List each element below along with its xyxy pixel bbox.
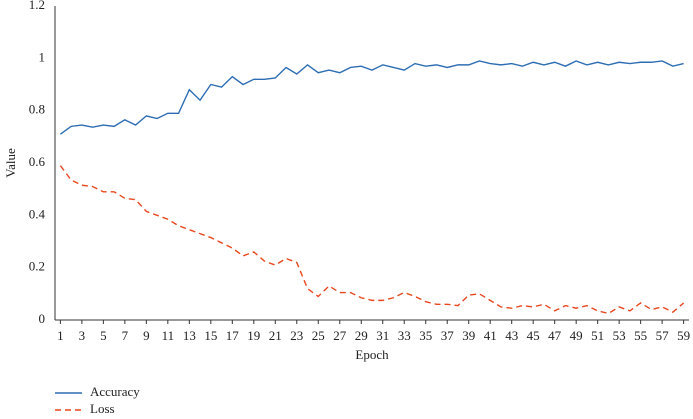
x-tick-label: 33 [398, 328, 411, 343]
x-tick-label: 45 [527, 328, 540, 343]
x-tick-label: 3 [79, 328, 86, 343]
x-tick-label: 59 [677, 328, 690, 343]
x-tick-label: 29 [355, 328, 368, 343]
y-tick-label: 0.2 [29, 259, 45, 274]
x-tick-label: 19 [247, 328, 260, 343]
x-tick-label: 47 [548, 328, 562, 343]
x-tick-label: 43 [505, 328, 518, 343]
x-tick-label: 55 [634, 328, 647, 343]
x-tick-label: 1 [57, 328, 64, 343]
x-tick-label: 21 [269, 328, 282, 343]
y-tick-label: 0.4 [29, 206, 46, 221]
x-tick-label: 27 [333, 328, 347, 343]
x-tick-label: 25 [312, 328, 325, 343]
x-tick-label: 49 [570, 328, 583, 343]
x-tick-label: 53 [613, 328, 626, 343]
y-tick-label: 0 [39, 311, 46, 326]
x-tick-label: 51 [591, 328, 604, 343]
x-tick-label: 39 [462, 328, 475, 343]
x-axis-label: Epoch [355, 347, 389, 362]
y-tick-label: 1.2 [29, 0, 45, 12]
x-tick-label: 37 [441, 328, 455, 343]
y-tick-label: 0.8 [29, 102, 45, 117]
x-tick-label: 23 [290, 328, 303, 343]
x-tick-label: 31 [376, 328, 389, 343]
legend-label: Loss [90, 401, 115, 416]
series-line [59, 165, 685, 315]
x-tick-label: 13 [183, 328, 196, 343]
series-line [59, 60, 684, 135]
y-tick-label: 1 [39, 49, 46, 64]
x-tick-label: 57 [656, 328, 670, 343]
x-tick-label: 41 [484, 328, 497, 343]
y-tick-label: 0.6 [29, 154, 46, 169]
x-tick-label: 11 [162, 328, 175, 343]
x-tick-label: 5 [100, 328, 107, 343]
legend-label: Accuracy [90, 384, 140, 399]
x-tick-label: 15 [204, 328, 217, 343]
x-tick-label: 35 [419, 328, 432, 343]
x-tick-label: 9 [143, 328, 150, 343]
y-axis-label: Value [3, 148, 18, 178]
x-tick-label: 7 [122, 328, 129, 343]
x-tick-label: 17 [226, 328, 240, 343]
